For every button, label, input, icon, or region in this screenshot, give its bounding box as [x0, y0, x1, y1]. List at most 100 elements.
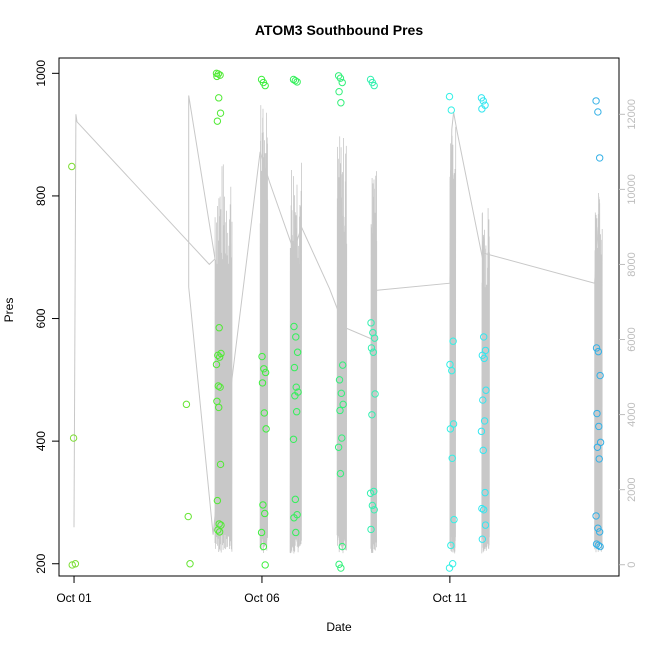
data-point [69, 434, 78, 442]
data-point [291, 76, 300, 85]
data-point [481, 521, 490, 529]
data-point [592, 512, 600, 520]
data-point [335, 560, 343, 569]
data-point [338, 78, 346, 87]
data-point [71, 560, 80, 568]
data-point [449, 337, 457, 345]
data-point [448, 366, 456, 375]
plot-area [58, 57, 620, 577]
data-point [290, 363, 299, 372]
data-point [593, 443, 602, 451]
secondary-line-spikes [370, 171, 378, 554]
data-point [258, 379, 267, 387]
data-point [371, 390, 379, 398]
data-point [216, 109, 225, 117]
data-point [336, 74, 345, 82]
data-point [68, 162, 76, 171]
data-point [182, 400, 191, 409]
data-point [335, 88, 343, 96]
y-tick-label: 800 [34, 186, 48, 206]
data-point [337, 564, 345, 572]
data-point [292, 333, 300, 341]
data-point [370, 81, 378, 90]
data-point [479, 506, 488, 514]
data-point [261, 509, 269, 518]
data-point [257, 528, 266, 537]
data-point [338, 361, 347, 369]
data-point [216, 71, 224, 79]
data-point [370, 506, 378, 514]
data-point [337, 389, 346, 398]
data-point [367, 344, 376, 352]
data-point [369, 348, 377, 356]
data-point [481, 488, 489, 497]
data-point [595, 422, 603, 431]
x-axis-label: Date [326, 620, 352, 634]
data-point [479, 97, 487, 105]
data-point [447, 541, 455, 550]
secondary-line-series [73, 95, 603, 554]
axes: 2004006008001000020004000600080001000012… [34, 60, 638, 605]
data-point [213, 496, 222, 505]
data-point [479, 446, 487, 455]
data-point [259, 501, 267, 509]
secondary-line-spikes [449, 126, 457, 554]
data-point [445, 564, 454, 572]
x-tick-label: Oct 06 [244, 591, 280, 605]
data-point [596, 542, 604, 551]
y-tick-label: 600 [34, 308, 48, 328]
data-point [594, 347, 603, 356]
data-point [214, 526, 222, 534]
data-point [447, 106, 456, 114]
secondary-line-spikes [481, 208, 490, 554]
data-point [448, 454, 456, 463]
data-point [261, 81, 269, 90]
data-point [592, 97, 600, 105]
data-point [290, 514, 298, 522]
secondary-line-spikes [259, 105, 269, 554]
y2-tick-label: 0 [626, 562, 638, 568]
data-point [334, 443, 343, 451]
data-point [368, 411, 376, 419]
data-point [259, 542, 268, 551]
y2-tick-label: 8000 [626, 252, 638, 276]
data-point [478, 105, 486, 113]
data-point [446, 425, 455, 433]
data-point [216, 460, 225, 469]
data-point [260, 409, 268, 417]
y-tick-label: 1000 [34, 60, 48, 87]
data-point [289, 435, 298, 443]
data-point [68, 561, 76, 569]
data-point [216, 383, 224, 391]
data-point [261, 561, 269, 569]
data-point [367, 525, 375, 534]
x-tick-label: Oct 11 [433, 591, 468, 605]
data-point [215, 528, 224, 536]
data-point [213, 117, 222, 125]
data-point [477, 427, 486, 436]
y2-tick-label: 12000 [626, 99, 638, 130]
data-point [367, 319, 375, 327]
data-point [480, 417, 489, 425]
data-point [261, 368, 270, 377]
data-point [479, 333, 488, 341]
data-point [338, 542, 346, 551]
data-point [450, 515, 458, 524]
data-point [186, 560, 194, 568]
data-point [482, 386, 490, 394]
secondary-line-spikes [214, 164, 233, 553]
data-point [595, 528, 604, 536]
y-tick-label: 200 [34, 553, 48, 573]
data-point [368, 501, 377, 510]
data-point [594, 108, 602, 116]
data-point [336, 469, 345, 478]
data-point [592, 344, 601, 352]
data-point [595, 455, 603, 463]
chart-title: ATOM3 Southbound Pres [255, 22, 423, 38]
data-point [478, 535, 487, 543]
data-point [292, 408, 301, 416]
secondary-line-spikes [594, 192, 603, 553]
data-point [595, 154, 604, 162]
data-point [366, 489, 375, 497]
